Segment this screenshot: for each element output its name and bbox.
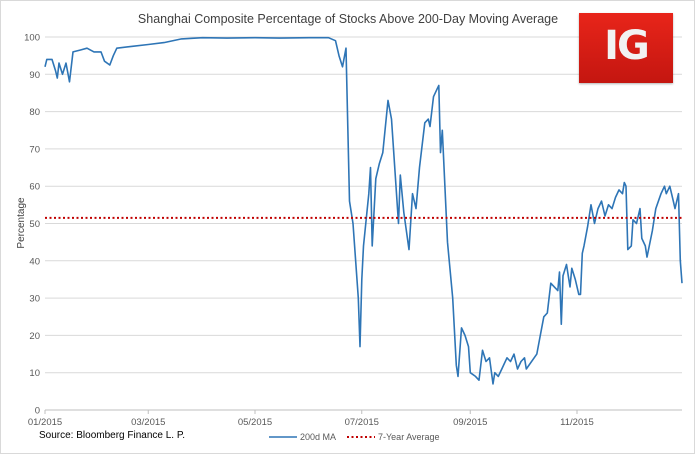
y-tick-label: 40 <box>29 256 40 267</box>
series-layer <box>44 36 683 385</box>
chart-title: Shanghai Composite Percentage of Stocks … <box>138 12 558 26</box>
y-tick-label: 90 <box>29 70 40 81</box>
y-tick-label: 80 <box>29 107 40 118</box>
x-tick-label: 05/2015 <box>238 417 272 428</box>
x-tick-label: 01/2015 <box>28 417 62 428</box>
y-tick-label: 30 <box>29 294 40 305</box>
x-tick-label: 07/2015 <box>345 417 379 428</box>
y-tick-label: 100 <box>24 33 40 44</box>
y-tick-label: 70 <box>29 144 40 155</box>
legend-label: 200d MA <box>300 432 336 442</box>
y-axis-ticks: 0 10 20 30 40 50 60 70 80 90 100 <box>24 33 40 417</box>
y-tick-label: 0 <box>35 406 40 417</box>
y-tick-label: 20 <box>29 331 40 342</box>
y-tick-label: 50 <box>29 219 40 230</box>
ig-logo-text: IG <box>604 23 650 69</box>
legend-label: 7-Year Average <box>378 432 440 442</box>
y-tick-label: 60 <box>29 182 40 193</box>
y-axis-label: Percentage <box>16 197 27 249</box>
series-line-200d-ma <box>44 36 683 385</box>
x-tick-label: 03/2015 <box>131 417 165 428</box>
legend: 200d MA 7-Year Average <box>269 432 440 442</box>
x-tick-label: 09/2015 <box>453 417 487 428</box>
source-caption: Source: Bloomberg Finance L. P. <box>39 430 185 441</box>
gridlines <box>45 36 682 374</box>
x-tick-label: 11/2015 <box>560 417 594 428</box>
ig-logo: IG <box>579 13 673 83</box>
x-axis-ticks: 01/2015 03/2015 05/2015 07/2015 09/2015 11/20… <box>28 410 594 428</box>
y-tick-label: 10 <box>29 368 40 379</box>
